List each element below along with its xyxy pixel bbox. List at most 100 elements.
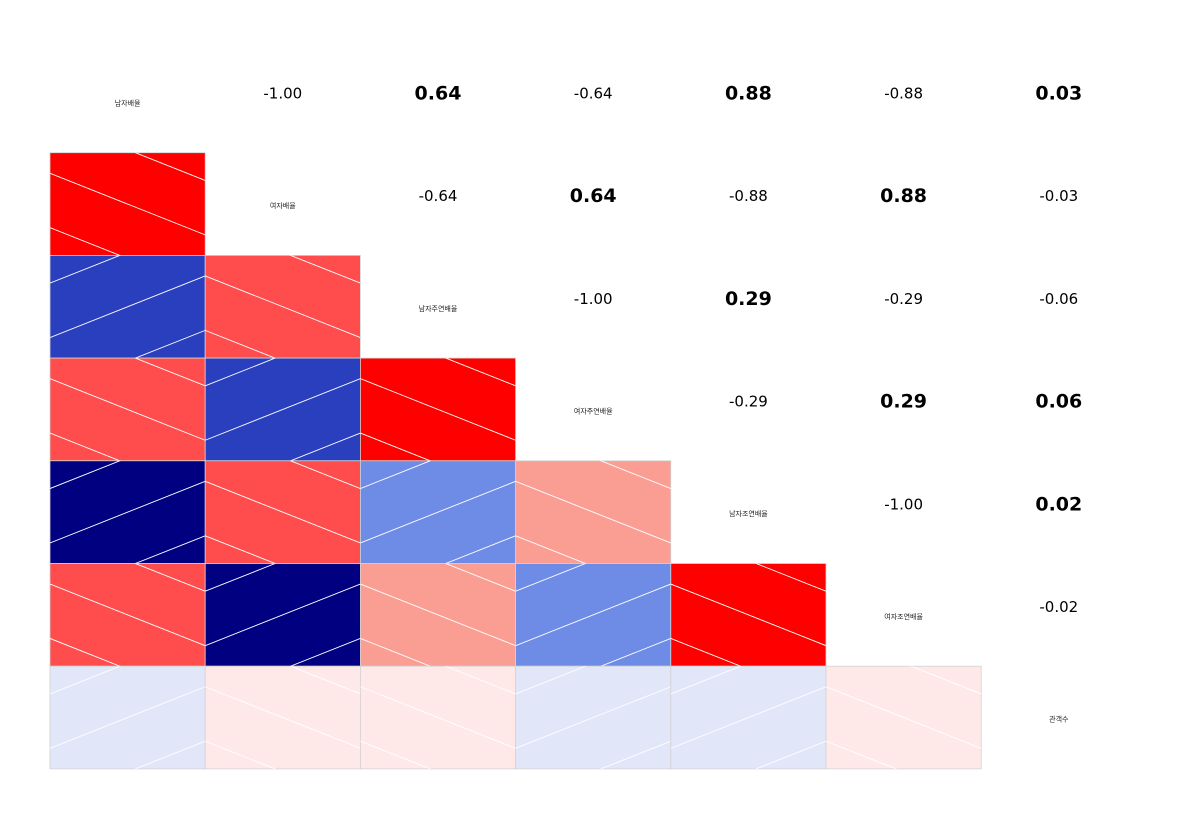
hatch-line — [444, 666, 516, 695]
hatch-line — [360, 378, 516, 441]
shade-cell-hatch — [205, 563, 361, 667]
hatch-line — [50, 378, 206, 441]
hatch-line — [134, 563, 206, 592]
shade-cell-6-4 — [670, 665, 827, 770]
value-label-4-6: 0.02 — [1035, 493, 1082, 515]
hatch-line — [754, 563, 826, 592]
value-label-3-6: 0.06 — [1035, 391, 1082, 413]
hatch-line — [134, 152, 206, 181]
hatch-line — [50, 638, 122, 667]
hatch-line — [50, 172, 206, 236]
shade-cell-hatch — [205, 358, 361, 461]
hatch-line — [444, 358, 516, 387]
hatch-line — [360, 686, 516, 749]
shade-cell-hatch — [50, 460, 206, 564]
hatch-line — [515, 666, 587, 695]
shade-cell-hatch — [826, 578, 982, 819]
hatch-line — [205, 167, 360, 229]
value-label-5-6: -0.02 — [1039, 598, 1078, 616]
shade-cell-5-3 — [515, 563, 672, 667]
hatch-line — [289, 432, 361, 461]
shade-cell-hatch — [360, 563, 516, 667]
diagonal-label-1: 여자배율 — [270, 201, 296, 210]
shade-cell-6-5 — [825, 578, 982, 819]
hatch-line — [516, 372, 671, 434]
hatch-line — [134, 329, 206, 359]
shade-cell-6-0 — [49, 665, 206, 770]
diagonal-label-2: 남자주연배율 — [419, 304, 458, 313]
hatch-line — [515, 535, 587, 564]
hatch-line — [50, 227, 122, 256]
hatch-line — [205, 329, 277, 359]
hatch-line — [50, 255, 122, 284]
hatch-line — [50, 480, 206, 544]
hatch-line — [360, 796, 515, 819]
hatch-line — [50, 460, 122, 489]
shade-cell-hatch — [670, 563, 826, 667]
hatch-line — [360, 740, 432, 769]
hatch-line — [205, 480, 361, 544]
hatch-line — [205, 686, 361, 749]
hatch-line — [670, 638, 742, 667]
hatch-line — [444, 563, 516, 592]
shade-cell-5-0 — [49, 563, 206, 667]
hatch-line — [599, 638, 671, 667]
value-label-0-5: -0.88 — [884, 85, 923, 103]
value-label-0-1: -1.00 — [263, 85, 302, 103]
hatch-line — [515, 686, 671, 749]
shade-cell-5-4 — [670, 563, 827, 667]
hatch-line — [205, 275, 361, 338]
value-label-3-5: 0.29 — [880, 391, 927, 413]
value-label-2-5: -0.29 — [884, 290, 923, 308]
diagonal-label-5: 여자조연배율 — [884, 612, 923, 621]
upper-value-panel: -1.00 0.64 -0.64 0.88 -0.88 0.03 -0.64 0.64 -0.8… — [263, 83, 1082, 617]
hatch-line — [826, 686, 982, 749]
shade-cell-2-0 — [49, 254, 206, 359]
hatch-line — [754, 740, 826, 769]
hatch-line — [910, 666, 982, 695]
shade-cell-hatch — [360, 460, 516, 564]
hatch-line — [826, 578, 981, 640]
value-label-3-4: -0.29 — [729, 393, 768, 411]
hatch-line — [134, 740, 206, 769]
shade-cell-4-2 — [359, 460, 516, 564]
value-label-0-3: -0.64 — [574, 85, 613, 103]
shade-cell-hatch — [50, 563, 206, 667]
hatch-line — [826, 796, 981, 819]
value-label-1-4: -0.88 — [729, 187, 768, 205]
hatch-line — [515, 583, 671, 647]
value-label-4-5: -1.00 — [884, 495, 923, 513]
hatch-line — [360, 460, 432, 489]
hatch-line — [205, 378, 361, 441]
hatch-line — [134, 535, 206, 564]
hatch-line — [599, 460, 671, 489]
hatch-line — [599, 740, 671, 769]
hatch-line — [205, 796, 360, 819]
hatch-line — [205, 740, 277, 769]
shade-cell-hatch — [670, 666, 826, 769]
hatch-line — [50, 432, 122, 461]
hatch-line — [515, 563, 587, 592]
hatch-line — [50, 686, 206, 749]
hatch-line — [360, 270, 515, 332]
diagonal-label-6: 관객수 — [1049, 715, 1069, 724]
shade-cell-6-1 — [204, 665, 361, 819]
hatch-line — [516, 796, 671, 819]
value-label-2-6: -0.06 — [1039, 290, 1078, 308]
hatch-line — [134, 358, 206, 387]
value-label-0-6: 0.03 — [1035, 83, 1082, 105]
hatch-line — [670, 583, 826, 647]
shade-cell-hatch — [205, 666, 361, 819]
hatch-line — [205, 583, 361, 647]
hatch-line — [826, 740, 898, 769]
hatch-line — [360, 480, 516, 544]
shade-cell-hatch — [515, 372, 671, 564]
shade-cell-4-3 — [515, 372, 672, 564]
hatch-line — [670, 666, 742, 695]
hatch-line — [515, 480, 671, 544]
shade-cell-6-3 — [515, 665, 672, 819]
hatch-line — [289, 255, 361, 284]
shade-cell-2-1 — [204, 167, 361, 359]
